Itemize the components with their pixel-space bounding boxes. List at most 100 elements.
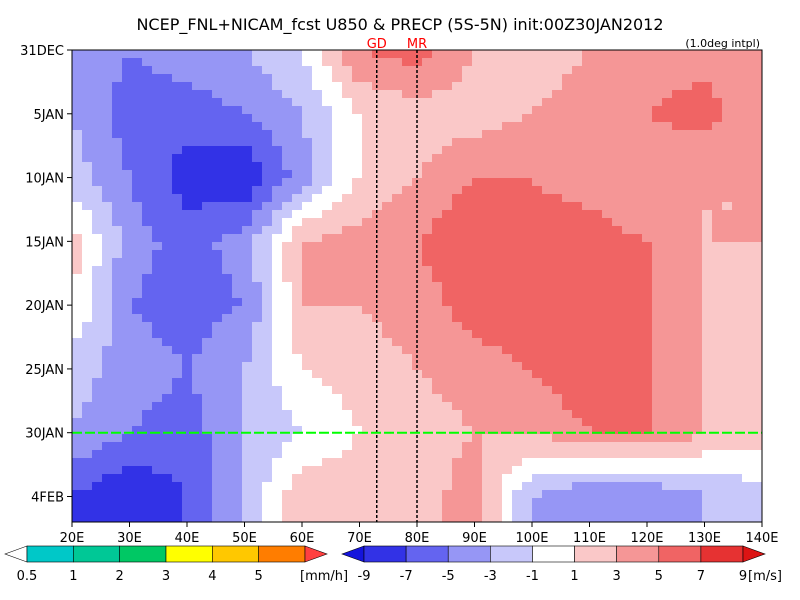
u850-cell (702, 194, 713, 203)
u850-cell (262, 450, 273, 459)
u850-cell (252, 474, 263, 483)
u850-cell (392, 322, 403, 331)
u850-cell (512, 82, 523, 91)
u850-cell (182, 314, 193, 323)
u850-cell (152, 274, 163, 283)
u850-cell (172, 306, 183, 315)
u850-cell (232, 378, 243, 387)
u850-cell (482, 482, 493, 491)
colorbar-label: -7 (400, 569, 413, 584)
u850-cell (602, 98, 613, 107)
u850-cell (422, 146, 433, 155)
u850-cell (752, 434, 763, 443)
u850-cell (702, 514, 713, 523)
u850-cell (192, 354, 203, 363)
u850-cell (322, 426, 333, 435)
u850-cell (582, 194, 593, 203)
u850-cell (232, 170, 243, 179)
u850-cell (282, 362, 293, 371)
u850-cell (172, 474, 183, 483)
u850-cell (392, 162, 403, 171)
u850-cell (162, 130, 173, 139)
u850-cell (82, 90, 93, 99)
u850-cell (552, 410, 563, 419)
u850-cell (112, 490, 123, 499)
u850-cell (682, 66, 693, 75)
u850-cell (482, 394, 493, 403)
u850-cell (432, 162, 443, 171)
u850-cell (192, 450, 203, 459)
u850-cell (252, 410, 263, 419)
u850-cell (722, 66, 733, 75)
u850-cell (562, 282, 573, 291)
u850-cell (162, 290, 173, 299)
u850-cell (272, 242, 283, 251)
u850-cell (542, 322, 553, 331)
u850-cell (152, 258, 163, 267)
u850-cell (402, 450, 413, 459)
u850-cell (332, 450, 343, 459)
u850-cell (352, 378, 363, 387)
u850-cell (262, 194, 273, 203)
u850-cell (412, 434, 423, 443)
u850-cell (272, 186, 283, 195)
u850-cell (612, 282, 623, 291)
u850-cell (502, 506, 513, 515)
u850-cell (342, 58, 353, 67)
u850-cell (162, 362, 173, 371)
u850-cell (592, 266, 603, 275)
u850-cell (502, 434, 513, 443)
u850-cell (382, 82, 393, 91)
station-label: GD (367, 37, 387, 52)
u850-cell (482, 314, 493, 323)
u850-cell (252, 450, 263, 459)
u850-cell (442, 370, 453, 379)
u850-cell (242, 194, 253, 203)
u850-cell (252, 298, 263, 307)
u850-cell (512, 234, 523, 243)
u850-cell (522, 426, 533, 435)
u850-cell (372, 434, 383, 443)
u850-cell (752, 50, 763, 59)
u850-cell (102, 426, 113, 435)
u850-cell (742, 450, 753, 459)
u850-cell (92, 114, 103, 123)
u850-cell (462, 122, 473, 131)
u850-cell (292, 370, 303, 379)
u850-cell (172, 114, 183, 123)
u850-cell (712, 394, 723, 403)
u850-cell (102, 498, 113, 507)
u850-cell (192, 370, 203, 379)
u850-cell (242, 186, 253, 195)
u850-cell (692, 394, 703, 403)
u850-cell (222, 306, 233, 315)
u850-cell (152, 50, 163, 59)
u850-cell (312, 410, 323, 419)
u850-cell (92, 434, 103, 443)
u850-cell (422, 330, 433, 339)
u850-cell (692, 242, 703, 251)
u850-cell (152, 322, 163, 331)
u850-cell (642, 482, 653, 491)
u850-cell (432, 122, 443, 131)
u850-cell (432, 194, 443, 203)
u850-cell (132, 306, 143, 315)
u850-cell (362, 106, 373, 115)
u850-cell (292, 218, 303, 227)
u850-cell (622, 202, 633, 211)
u850-cell (692, 178, 703, 187)
u850-cell (112, 346, 123, 355)
u850-cell (322, 90, 333, 99)
u850-cell (662, 458, 673, 467)
u850-cell (172, 258, 183, 267)
u850-cell (582, 258, 593, 267)
u850-cell (122, 482, 133, 491)
u850-cell (152, 490, 163, 499)
u850-cell (502, 242, 513, 251)
u850-cell (452, 290, 463, 299)
u850-cell (452, 362, 463, 371)
u850-cell (682, 322, 693, 331)
u850-cell (172, 234, 183, 243)
u850-cell (392, 178, 403, 187)
u850-cell (472, 338, 483, 347)
